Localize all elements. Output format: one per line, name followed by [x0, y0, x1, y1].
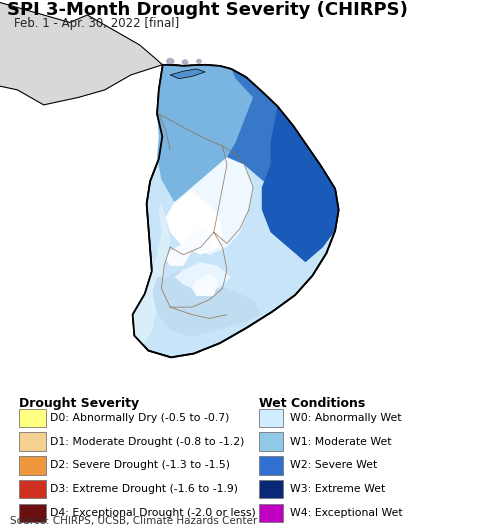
Text: W1: Moderate Wet: W1: Moderate Wet [290, 437, 392, 446]
Bar [19, 480, 46, 498]
Polygon shape [192, 273, 218, 296]
Text: W4: Exceptional Wet: W4: Exceptional Wet [290, 508, 403, 518]
Polygon shape [183, 228, 214, 251]
Bar [19, 409, 46, 427]
Bar [259, 504, 283, 522]
Text: D1: Moderate Drought (-0.8 to -1.2): D1: Moderate Drought (-0.8 to -1.2) [50, 437, 245, 446]
Text: Wet Conditions: Wet Conditions [259, 396, 365, 410]
Circle shape [167, 58, 174, 65]
Bar [19, 456, 46, 474]
Polygon shape [175, 262, 231, 292]
Bar [19, 504, 46, 522]
Bar [259, 432, 283, 450]
Polygon shape [0, 0, 162, 105]
Bar [259, 409, 283, 427]
Bar [19, 432, 46, 450]
Circle shape [182, 60, 188, 65]
Text: Feb. 1 - Apr. 30, 2022 [final]: Feb. 1 - Apr. 30, 2022 [final] [14, 17, 180, 30]
Polygon shape [166, 157, 253, 255]
Polygon shape [157, 65, 277, 202]
Polygon shape [166, 191, 223, 255]
Text: Source: CHIRPS, UCSB, Climate Hazards Center: Source: CHIRPS, UCSB, Climate Hazards Ce… [10, 516, 257, 526]
Polygon shape [166, 243, 192, 266]
Text: W0: Abnormally Wet: W0: Abnormally Wet [290, 413, 402, 422]
Polygon shape [132, 202, 170, 344]
Bar [259, 480, 283, 498]
Text: W3: Extreme Wet: W3: Extreme Wet [290, 484, 385, 494]
Text: D2: Severe Drought (-1.3 to -1.5): D2: Severe Drought (-1.3 to -1.5) [50, 461, 230, 471]
Polygon shape [132, 65, 338, 357]
Text: D3: Extreme Drought (-1.6 to -1.9): D3: Extreme Drought (-1.6 to -1.9) [50, 484, 239, 494]
Text: D0: Abnormally Dry (-0.5 to -0.7): D0: Abnormally Dry (-0.5 to -0.7) [50, 413, 230, 422]
Bar [259, 456, 283, 474]
Text: D4: Exceptional Drought (-2.0 or less): D4: Exceptional Drought (-2.0 or less) [50, 508, 256, 518]
Polygon shape [227, 69, 321, 195]
Polygon shape [262, 107, 338, 262]
Text: W2: Severe Wet: W2: Severe Wet [290, 461, 378, 471]
Polygon shape [170, 69, 205, 78]
Polygon shape [153, 270, 262, 337]
Circle shape [197, 59, 201, 63]
Text: Drought Severity: Drought Severity [19, 396, 139, 410]
Text: SPI 3-Month Drought Severity (CHIRPS): SPI 3-Month Drought Severity (CHIRPS) [7, 1, 408, 19]
